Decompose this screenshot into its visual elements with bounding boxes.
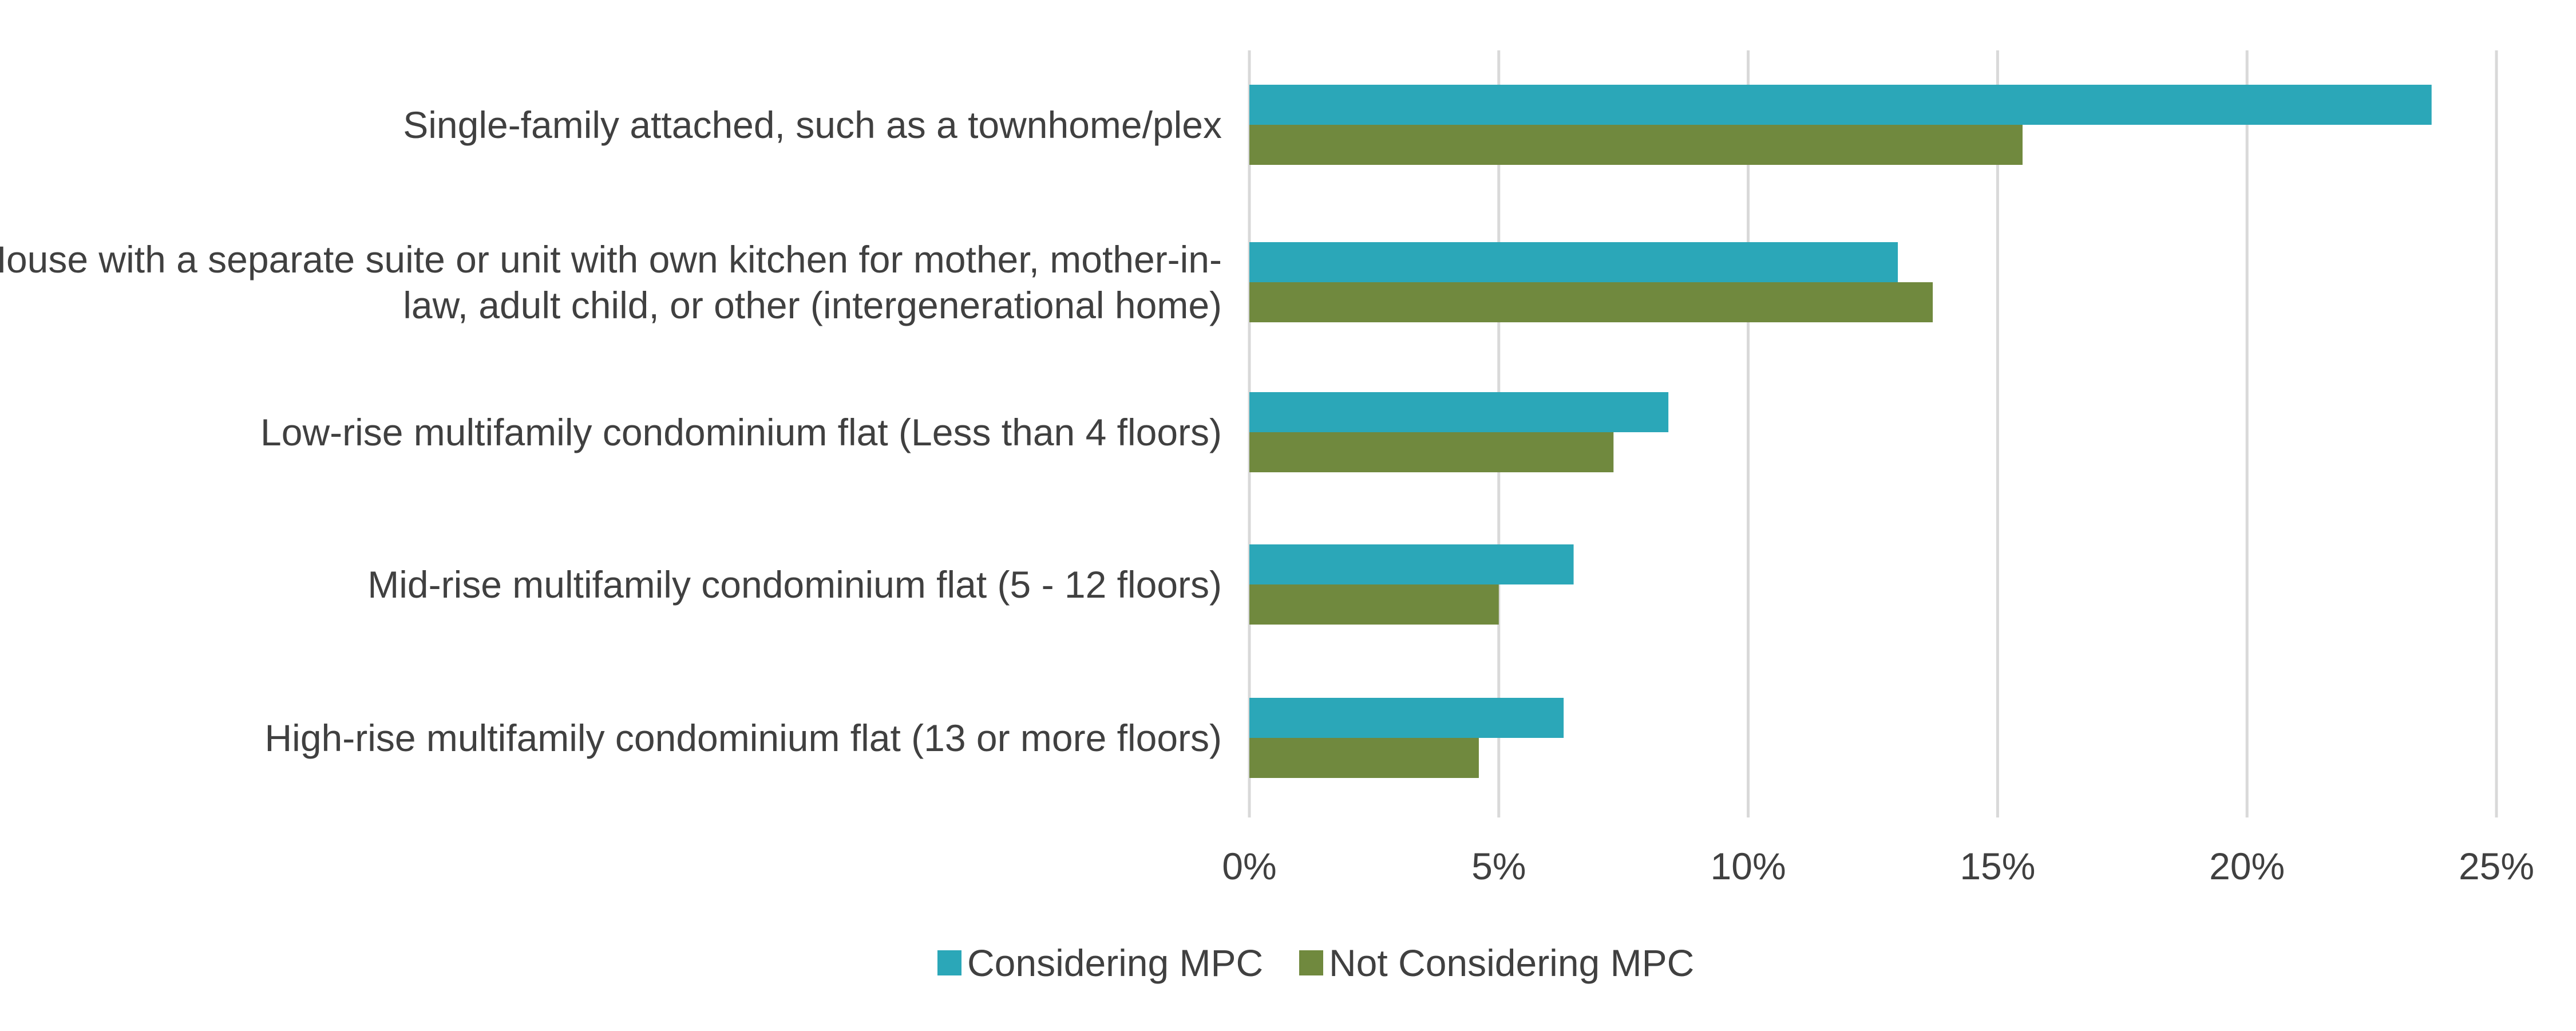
bar-series2-cat4 — [1249, 584, 1499, 625]
category-label-4: Mid-rise multifamily condominium flat (5… — [367, 563, 1222, 606]
x-tick-label-0: 0% — [1222, 845, 1276, 887]
bar-series2-cat1 — [1249, 125, 2023, 165]
bar-series2-cat3 — [1249, 432, 1614, 472]
bar-series2-cat5 — [1249, 738, 1479, 778]
category-labels: Single-family attached, such as a townho… — [0, 104, 1222, 759]
category-label-5: High-rise multifamily condominium flat (… — [265, 717, 1222, 759]
legend-label-1: Considering MPC — [967, 942, 1263, 984]
x-tick-label-2: 10% — [1711, 845, 1786, 887]
category-label-2-line-1: House with a separate suite or unit with… — [0, 238, 1222, 281]
legend-swatch-1 — [937, 950, 961, 975]
x-tick-label-5: 25% — [2459, 845, 2534, 887]
bar-series1-cat2 — [1249, 242, 1898, 282]
bar-series1-cat5 — [1249, 698, 1564, 738]
bar-series2-cat2 — [1249, 282, 1933, 322]
bar-series1-cat4 — [1249, 544, 1574, 584]
gridlines — [1248, 50, 2498, 817]
x-tick-label-4: 20% — [2209, 845, 2285, 887]
category-label-1: Single-family attached, such as a townho… — [403, 104, 1222, 146]
category-label-3: Low-rise multifamily condominium flat (L… — [260, 411, 1222, 453]
x-tick-label-1: 5% — [1471, 845, 1526, 887]
legend-label-2: Not Considering MPC — [1329, 942, 1694, 984]
bar-series1-cat1 — [1249, 85, 2432, 125]
category-label-2-line-2: law, adult child, or other (intergenerat… — [403, 284, 1222, 326]
x-tick-label-3: 15% — [1960, 845, 2035, 887]
bars — [1249, 85, 2432, 778]
legend-swatch-2 — [1299, 950, 1323, 975]
bar-series1-cat3 — [1249, 392, 1669, 432]
legend: Considering MPC Not Considering MPC — [937, 942, 1694, 984]
x-axis-tick-labels: 0% 5% 10% 15% 20% 25% — [1222, 845, 2534, 887]
